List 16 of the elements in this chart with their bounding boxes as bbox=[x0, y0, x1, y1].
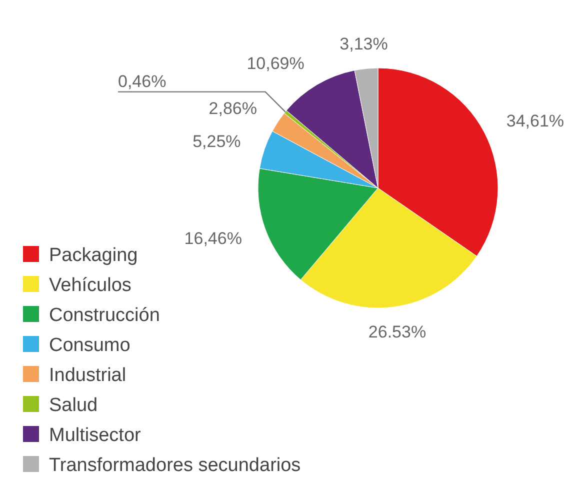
data-label: 2,86% bbox=[208, 99, 257, 118]
data-label: 0,46% bbox=[118, 72, 166, 91]
data-label: 10,69% bbox=[246, 54, 304, 74]
data-label: 3,13% bbox=[340, 34, 388, 54]
data-label: 26.53% bbox=[368, 322, 426, 342]
data-label: 5,25% bbox=[192, 132, 241, 152]
legend-label: Consumo bbox=[49, 335, 130, 356]
legend-label: Vehículos bbox=[49, 275, 132, 296]
legend-label: Packaging bbox=[49, 245, 138, 266]
legend-label: Salud bbox=[49, 395, 98, 416]
data-label: 16,46% bbox=[184, 229, 242, 248]
legend-label: Multisector bbox=[49, 425, 142, 446]
legend-label: Transformadores secundarios bbox=[49, 455, 301, 476]
legend-label: Construcción bbox=[49, 305, 160, 326]
data-label: 34,61% bbox=[506, 112, 564, 131]
legend-label: Industrial bbox=[49, 365, 126, 386]
